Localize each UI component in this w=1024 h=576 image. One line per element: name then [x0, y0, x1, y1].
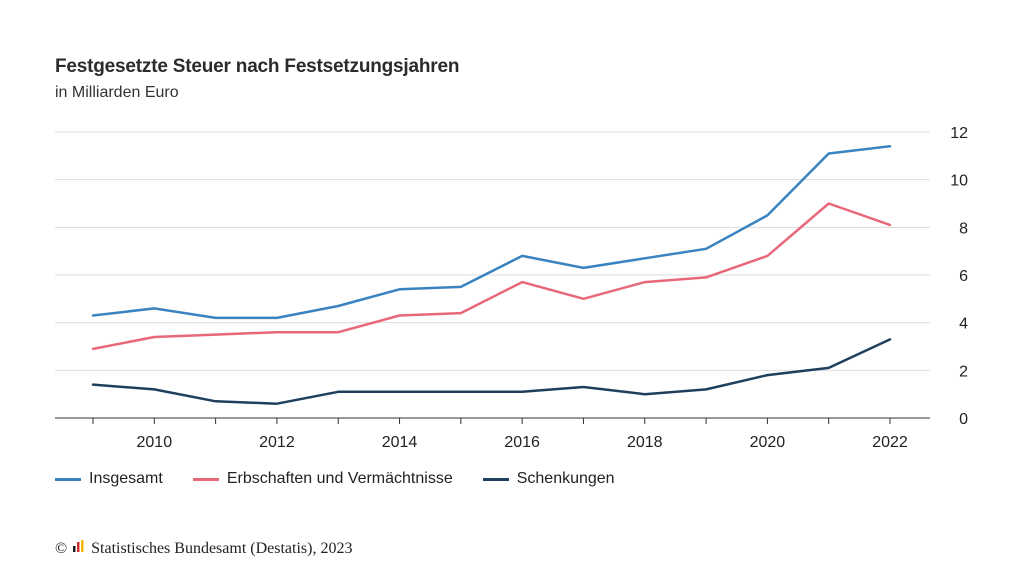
x-tick-label: 2012 — [259, 434, 295, 451]
x-tick-label: 2010 — [137, 434, 173, 451]
series-line-erbschaften-und-verm-chtnisse — [91, 202, 892, 351]
legend-swatch — [192, 477, 219, 481]
copyright-symbol: © — [55, 539, 68, 557]
source-text: Statistisches Bundesamt (Destatis), 2023 — [91, 539, 353, 557]
destatis-logo-icon — [72, 539, 86, 558]
source-note: © Statistisches Bundesamt (Destatis), 20… — [55, 539, 352, 558]
series-line-schenkungen — [91, 338, 892, 405]
legend-swatch — [482, 477, 509, 481]
y-tick-label: 8 — [959, 220, 968, 237]
x-tick-label: 2020 — [750, 434, 786, 451]
chart-title: Festgesetzte Steuer nach Festsetzungsjah… — [55, 56, 460, 77]
y-tick-label: 4 — [959, 316, 968, 333]
legend-label: Schenkungen — [516, 470, 615, 487]
y-tick-label: 2 — [959, 363, 968, 380]
y-tick-label: 6 — [959, 268, 968, 285]
x-tick-label: 2022 — [872, 434, 908, 451]
y-tick-label: 10 — [950, 173, 968, 190]
x-tick-label: 2018 — [627, 434, 663, 451]
y-tick-label: 0 — [959, 411, 968, 428]
gridlines — [55, 131, 930, 371]
y-tick-label: 12 — [950, 125, 968, 142]
x-axis: 2010 2012 2014 2016 2018 2020 2022 — [55, 417, 930, 451]
series-line-insgesamt — [91, 145, 892, 320]
legend-item: Schenkungen — [482, 470, 615, 488]
x-tick-label: 2014 — [382, 434, 418, 451]
chart-subtitle: in Milliarden Euro — [55, 84, 179, 101]
legend-label: Insgesamt — [89, 470, 163, 487]
x-tick-label: 2016 — [504, 434, 540, 451]
y-axis: 0 2 4 6 8 10 12 — [950, 125, 968, 428]
legend-swatch — [55, 477, 81, 481]
series-lines — [91, 145, 892, 405]
legend-label: Erbschaften und Vermächtnisse — [226, 470, 453, 487]
legend-item: Erbschaften und Vermächtnisse — [192, 470, 453, 488]
legend: Insgesamt Erbschaften und Vermächtnisse Sc… — [55, 470, 645, 488]
legend-item: Insgesamt — [55, 470, 163, 488]
